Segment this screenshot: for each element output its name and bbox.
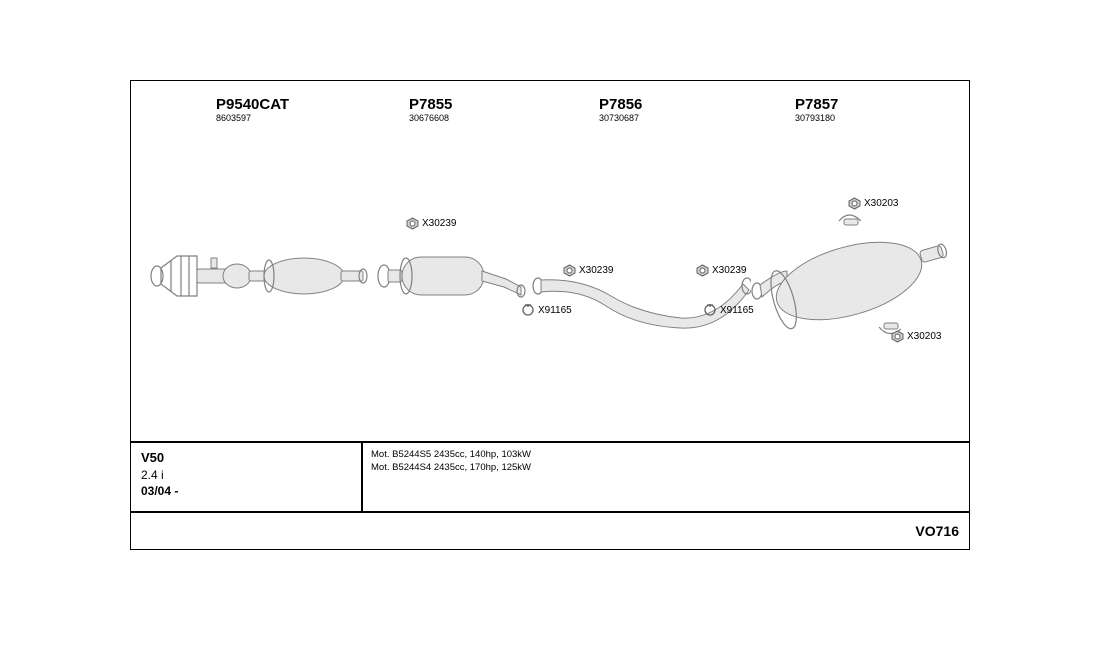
vehicle-dates: 03/04 -	[141, 483, 178, 499]
nut-icon	[891, 330, 904, 343]
footer-vehicle-info: V50 2.4 i 03/04 -	[141, 449, 178, 499]
part-header-3: P7856 30730687	[599, 96, 642, 123]
part-oem: 30730687	[599, 113, 642, 123]
part-header-2: P7855 30676608	[409, 96, 452, 123]
part-number: P7856	[599, 96, 642, 113]
footer-diagram-code: VO716	[915, 523, 959, 539]
part-number: P9540CAT	[216, 96, 289, 113]
label-text: X30203	[907, 331, 941, 342]
label-text: X30203	[864, 198, 898, 209]
engine-spec-line: Mot. B5244S4 2435cc, 170hp, 125kW	[371, 462, 531, 475]
footer-engine-specs: Mot. B5244S5 2435cc, 140hp, 103kW Mot. B…	[371, 449, 531, 475]
part-oem: 30793180	[795, 113, 838, 123]
label-text: X91165	[720, 305, 754, 316]
part-number: P7855	[409, 96, 452, 113]
label-x30203-top: X30203	[848, 197, 898, 210]
label-text: X91165	[538, 305, 572, 316]
engine-spec-line: Mot. B5244S5 2435cc, 140hp, 103kW	[371, 449, 531, 462]
diagram-frame: P9540CAT 8603597 P7855 30676608 P7856 30…	[130, 80, 970, 550]
nut-icon	[406, 217, 419, 230]
nut-icon	[696, 264, 709, 277]
label-text: X30239	[422, 218, 456, 229]
label-x91165-a: X91165	[521, 303, 572, 317]
label-x30239-mid-a: X30239	[563, 264, 613, 277]
part-catalytic-converter	[149, 236, 369, 316]
label-x91165-b: X91165	[703, 303, 754, 317]
part-header-1: P9540CAT 8603597	[216, 96, 289, 123]
divider-horizontal	[131, 441, 969, 443]
nut-icon	[848, 197, 861, 210]
part-oem: 8603597	[216, 113, 289, 123]
label-x30239-top: X30239	[406, 217, 456, 230]
vehicle-model: V50	[141, 449, 178, 467]
part-header-4: P7857 30793180	[795, 96, 838, 123]
divider-vertical	[361, 441, 363, 511]
part-oem: 30676608	[409, 113, 452, 123]
divider-horizontal-2	[131, 511, 969, 513]
label-x30203-bottom: X30203	[891, 330, 941, 343]
label-text: X30239	[579, 265, 613, 276]
part-number: P7857	[795, 96, 838, 113]
part-front-silencer	[376, 249, 526, 304]
label-text: X30239	[712, 265, 746, 276]
label-x30239-mid-b: X30239	[696, 264, 746, 277]
clamp-icon	[703, 303, 717, 317]
nut-icon	[563, 264, 576, 277]
vehicle-engine: 2.4 i	[141, 467, 178, 483]
clamp-icon	[521, 303, 535, 317]
